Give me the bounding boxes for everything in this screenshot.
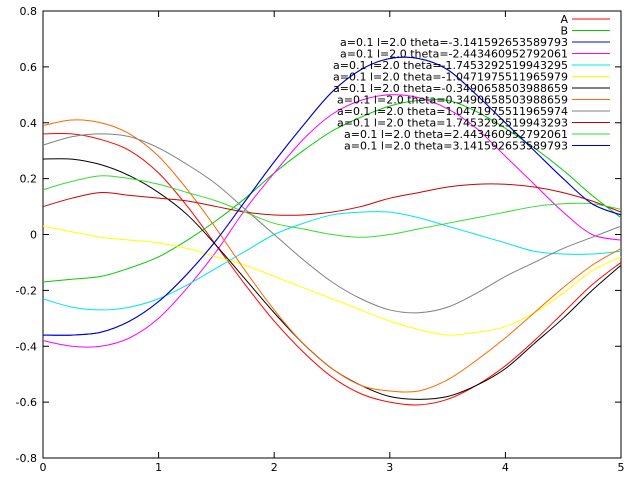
legend: ABa=0.1 l=2.0 theta=-3.141592653589793a=… xyxy=(333,13,610,153)
legend-label: a=0.1 l=2.0 theta=2.443460952792061 xyxy=(344,128,568,141)
series-line-8 xyxy=(43,119,621,393)
legend-label: a=0.1 l=2.0 theta=1.0471975511965974 xyxy=(337,105,568,118)
x-tick-label: 5 xyxy=(618,461,625,474)
series-line-10 xyxy=(43,183,621,216)
legend-label: a=0.1 l=2.0 theta=-3.141592653589793 xyxy=(340,36,568,49)
x-tick-label: 3 xyxy=(386,461,393,474)
series-line-11 xyxy=(43,175,621,238)
x-tick-label: 4 xyxy=(502,461,509,474)
y-tick-label: 0 xyxy=(30,229,37,242)
legend-label: a=0.1 l=2.0 theta=-2.443460952792061 xyxy=(340,48,568,61)
series-line-12 xyxy=(43,56,621,336)
series-line-9 xyxy=(43,133,621,314)
series-line-5 xyxy=(43,211,621,311)
x-tick-label: 0 xyxy=(40,461,47,474)
legend-label: a=0.1 l=2.0 theta=-1.0471975511965979 xyxy=(333,71,568,84)
y-tick-label: 0.2 xyxy=(20,173,38,186)
y-tick-label: -0.4 xyxy=(16,340,37,353)
legend-label: a=0.1 l=2.0 theta=0.3490658503988659 xyxy=(337,94,568,107)
series-line-6 xyxy=(43,225,621,336)
series-line-7 xyxy=(43,158,621,400)
legend-label: a=0.1 l=2.0 theta=3.141592653589793 xyxy=(344,140,568,153)
series-line-1 xyxy=(43,133,621,406)
y-tick-label: 0.4 xyxy=(20,117,38,130)
y-tick-label: 0.6 xyxy=(20,61,38,74)
y-tick-label: -0.2 xyxy=(16,284,37,297)
series-lines xyxy=(43,56,621,406)
y-tick-label: -0.6 xyxy=(16,396,37,409)
y-tick-label: -0.8 xyxy=(16,452,37,465)
y-tick-label: 0.8 xyxy=(20,5,38,18)
legend-label: A xyxy=(560,13,568,26)
plot-area: 0 1 2 3 4 5 -0.8 -0.6 -0.4 -0.2 0 0.2 0.4 0.6 0.8 xyxy=(16,5,625,474)
series-line-4 xyxy=(43,94,621,348)
x-tick-label: 2 xyxy=(271,461,278,474)
legend-label: a=0.1 l=2.0 theta=-1.7453292519943295 xyxy=(333,59,568,72)
legend-label: B xyxy=(560,25,568,38)
x-tick-label: 1 xyxy=(155,461,162,474)
legend-label: a=0.1 l=2.0 theta=-0.3490658503988659 xyxy=(333,82,568,95)
legend-label: a=0.1 l=2.0 theta=1.7453292519943293 xyxy=(337,117,568,130)
